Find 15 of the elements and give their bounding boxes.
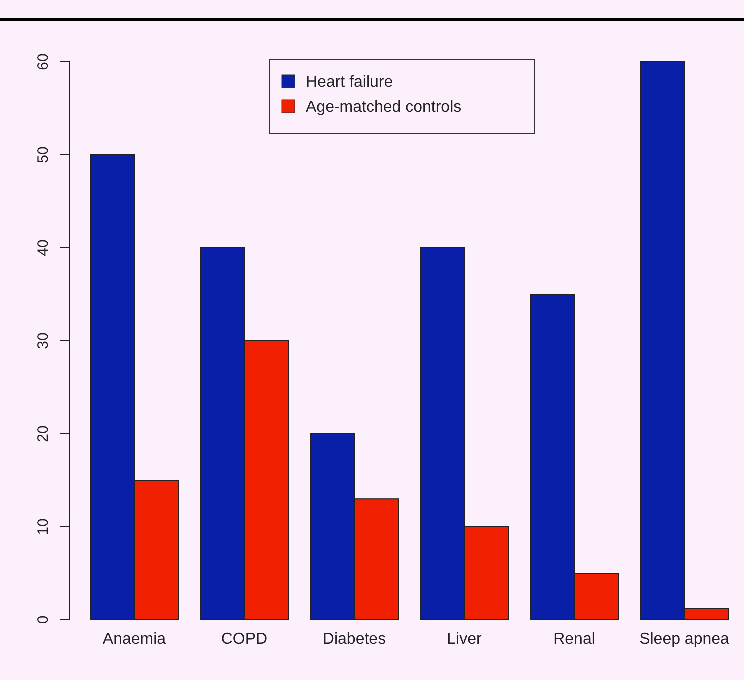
x-tick-label: Diabetes: [322, 631, 386, 648]
x-tick-label: Liver: [447, 631, 483, 648]
y-tick-label: 20: [35, 426, 52, 442]
x-tick-label: Sleep apnea: [640, 631, 730, 648]
legend-label: Age-matched controls: [306, 99, 462, 116]
x-tick-label: Anaemia: [102, 631, 166, 648]
y-tick-label: 0: [35, 616, 52, 624]
x-tick-label: Renal: [554, 631, 596, 648]
y-tick-label: 60: [35, 54, 52, 70]
y-tick-label: 40: [35, 240, 52, 256]
y-tick-label: 30: [35, 332, 52, 350]
y-tick-label: 10: [35, 518, 52, 536]
x-tick-label: COPD: [221, 631, 268, 648]
legend-label: Heart failure: [306, 74, 394, 91]
y-tick-label: 50: [35, 146, 52, 164]
